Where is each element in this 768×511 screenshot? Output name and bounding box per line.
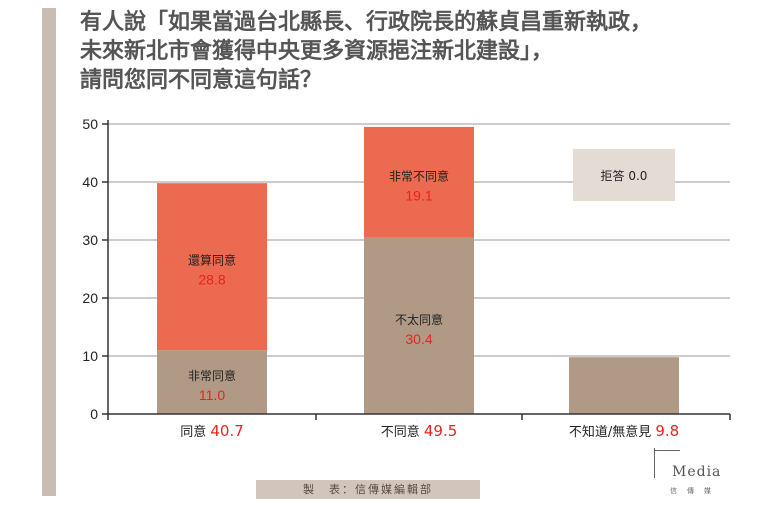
y-tick-label: 30 <box>82 232 98 248</box>
segment-label: 還算同意 <box>188 253 236 268</box>
logo-subtitle: 信傳媒 <box>670 487 721 495</box>
bar-segment <box>569 357 679 414</box>
segment-value-label: 30.4 <box>405 331 432 347</box>
logo-mark-top <box>654 450 680 451</box>
segment-value-label: 28.8 <box>198 272 225 288</box>
category-label: 不知道/無意見 9.8 <box>569 422 679 440</box>
decorative-side-bar <box>42 8 56 496</box>
bar-segment <box>157 183 267 351</box>
segment-value-label: 19.1 <box>405 187 432 203</box>
title-line-3: 請問您同不同意這句話？ <box>80 68 323 93</box>
bar-segment <box>157 350 267 414</box>
source-credit: 製 表：信傳媒編輯部 <box>256 480 480 499</box>
refusal-label: 拒答 0.0 <box>601 168 648 183</box>
segment-label: 非常同意 <box>188 368 236 383</box>
category-label: 不同意 49.5 <box>381 422 458 440</box>
stacked-bar-chart: 0 10 20 30 40 50 非常同意 11.0 還算同意 28.8 同意 40.7 不太同意 30… <box>82 116 731 440</box>
y-tick-label: 0 <box>90 406 98 422</box>
title-line-1: 有人說「如果當過台北縣長、行政院長的蘇貞昌重新執政， <box>80 10 653 35</box>
bar-segment <box>364 237 474 414</box>
logo-word: Media <box>672 464 722 480</box>
segment-value-label: 11.0 <box>199 387 225 403</box>
refusal-box <box>573 149 675 201</box>
media-logo: Media 信傳媒 <box>654 448 744 498</box>
y-tick-label: 50 <box>82 116 98 132</box>
y-tick-label: 20 <box>82 290 98 306</box>
y-tick-label: 10 <box>82 348 98 364</box>
title-line-2: 未來新北市會獲得中央更多資源挹注新北建設」， <box>80 39 554 64</box>
bar-segment <box>364 126 474 238</box>
chart-title: 有人說「如果當過台北縣長、行政院長的蘇貞昌重新執政， 未來新北市會獲得中央更多資… <box>80 8 760 95</box>
y-tick-label: 40 <box>82 174 98 190</box>
segment-label: 不太同意 <box>395 312 443 327</box>
segment-label: 非常不同意 <box>389 168 449 183</box>
category-label: 同意 40.7 <box>180 422 244 440</box>
logo-mark <box>654 448 685 478</box>
